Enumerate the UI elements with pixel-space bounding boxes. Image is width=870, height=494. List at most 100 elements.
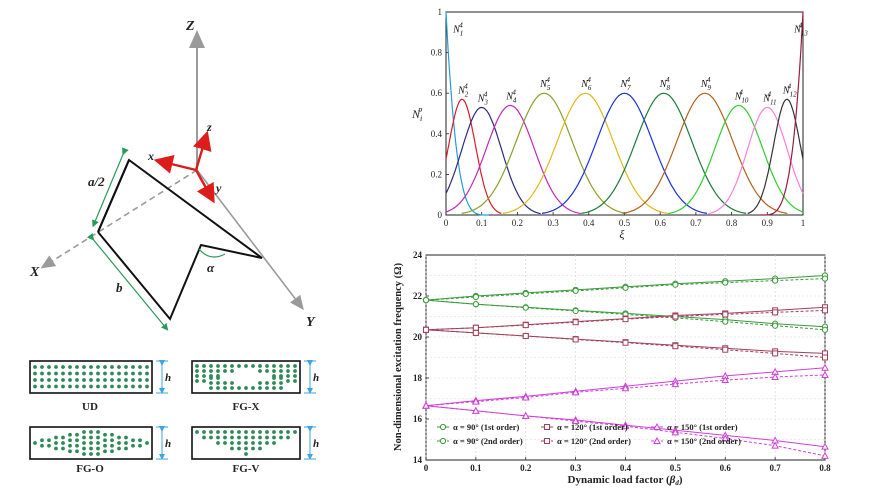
cnt-dot bbox=[230, 435, 234, 440]
cnt-dot bbox=[138, 384, 142, 389]
cnt-dot bbox=[258, 369, 262, 373]
cnt-dot bbox=[230, 369, 234, 373]
basis-label-3: N34 bbox=[477, 90, 489, 106]
cnt-dot bbox=[54, 435, 58, 440]
cnt-dot bbox=[286, 374, 290, 378]
basis-curve-4 bbox=[445, 104, 582, 215]
basis-curve-2 bbox=[445, 98, 502, 215]
series-3-upper-line bbox=[425, 309, 826, 331]
cnt-dot bbox=[209, 381, 213, 385]
cnt-dot bbox=[68, 365, 72, 369]
series-5-upper-point bbox=[521, 393, 530, 401]
cnt-dot bbox=[209, 376, 213, 380]
cnt-dot bbox=[40, 371, 44, 376]
chart1-xlabel: ξ bbox=[619, 227, 625, 241]
cnt-dot bbox=[89, 365, 93, 369]
chart2-x-tick-label: 0.5 bbox=[670, 463, 682, 473]
series-1-upper-point bbox=[472, 293, 479, 301]
cnt-dot bbox=[47, 438, 51, 443]
cnt-dot bbox=[293, 364, 297, 368]
cnt-dot bbox=[54, 378, 58, 382]
cnt-dot bbox=[89, 430, 93, 434]
y-axis bbox=[196, 169, 304, 311]
legend-marker-0 bbox=[439, 423, 447, 431]
chart2-legend: α = 90° (1st order) α = 90° (2nd order) α … bbox=[437, 422, 741, 446]
cnt-dot bbox=[124, 446, 128, 451]
series-3-lower-point bbox=[472, 329, 479, 336]
cnt-dot bbox=[75, 438, 79, 443]
cnt-dot bbox=[117, 441, 121, 445]
series-3-lower-point bbox=[822, 354, 828, 361]
basis-label-1: N14 bbox=[452, 21, 463, 37]
legend-marker-5 bbox=[653, 436, 661, 444]
cnt-dot bbox=[223, 386, 227, 390]
cnt-dot bbox=[110, 378, 114, 382]
cnt-dot bbox=[265, 435, 269, 440]
cnt-dot bbox=[230, 430, 234, 434]
cnt-dot bbox=[131, 365, 135, 369]
cnt-dot bbox=[96, 371, 100, 376]
basis-curve-9 bbox=[622, 92, 788, 214]
series-1-upper-line bbox=[425, 278, 826, 301]
cnt-dot bbox=[61, 365, 65, 369]
basis-label-9: N94 bbox=[700, 76, 712, 92]
legend-marker-2 bbox=[544, 424, 550, 430]
series-3-upper-point bbox=[722, 311, 729, 318]
cnt-dot bbox=[251, 446, 255, 451]
cnt-dot bbox=[61, 435, 65, 440]
legend-label-3: α = 120° (2nd order) bbox=[557, 436, 631, 446]
cnt-dot bbox=[61, 384, 65, 389]
cnt-dot bbox=[265, 386, 269, 390]
cnt-dot bbox=[110, 438, 114, 443]
cnt-dot bbox=[33, 365, 37, 369]
cnt-dot bbox=[124, 441, 128, 445]
alpha-label: α bbox=[207, 260, 215, 275]
cnt-dot bbox=[82, 365, 86, 369]
cnt-dot bbox=[82, 384, 86, 389]
series-1-upper-point bbox=[522, 290, 529, 298]
cnt-dot bbox=[265, 430, 269, 434]
cnt-dot bbox=[286, 379, 290, 383]
basis-curve-5 bbox=[461, 92, 627, 214]
cnt-dot bbox=[96, 384, 100, 389]
series-5-upper-point bbox=[721, 376, 730, 384]
series-3-lower-line bbox=[425, 329, 826, 358]
cnt-dot bbox=[117, 384, 121, 389]
cnt-dot bbox=[33, 378, 37, 382]
cnt-dot bbox=[89, 384, 93, 389]
cnt-dot bbox=[96, 452, 100, 456]
chart2-xlabel: Dynamic load factor (βd) bbox=[568, 474, 683, 487]
legend-label-5: α = 150° (2nd order) bbox=[667, 436, 741, 446]
series-3-lower-point bbox=[572, 336, 579, 343]
chart1-y-tick-label: 0 bbox=[438, 210, 443, 220]
cnt-dot bbox=[237, 364, 241, 368]
chart2-y-tick-label: 24 bbox=[413, 250, 423, 260]
cnt-dot bbox=[272, 441, 276, 445]
chart1-x-tick-label: 0.7 bbox=[690, 218, 702, 228]
x-axis bbox=[40, 169, 198, 269]
chart1-y-tick-label: 0.4 bbox=[431, 129, 443, 139]
basis-label-6: N64 bbox=[580, 76, 592, 92]
cnt-dot bbox=[230, 364, 234, 368]
cnt-dot bbox=[209, 386, 213, 390]
cnt-dot bbox=[279, 369, 283, 373]
basis-curve-1 bbox=[445, 11, 489, 216]
cnt-dot bbox=[138, 438, 142, 443]
cnt-dot bbox=[237, 430, 241, 434]
cnt-dot bbox=[89, 446, 93, 451]
series-5-upper-point bbox=[621, 384, 630, 392]
cnt-dot bbox=[258, 446, 262, 451]
chart2-x-tick-label: 0.6 bbox=[720, 463, 732, 473]
cnt-dot bbox=[272, 376, 276, 380]
cnt-dot bbox=[293, 430, 297, 434]
cnt-dot bbox=[103, 438, 107, 443]
chart1-curves bbox=[445, 11, 804, 216]
basis-label-10: N104 bbox=[734, 88, 749, 104]
legend-marker-4 bbox=[653, 422, 661, 430]
local-z-axis bbox=[193, 130, 212, 171]
distribution-box-ud bbox=[29, 360, 153, 394]
series-3-upper-point bbox=[622, 316, 629, 323]
cnt-dot bbox=[244, 364, 248, 368]
cnt-dot bbox=[47, 365, 51, 369]
